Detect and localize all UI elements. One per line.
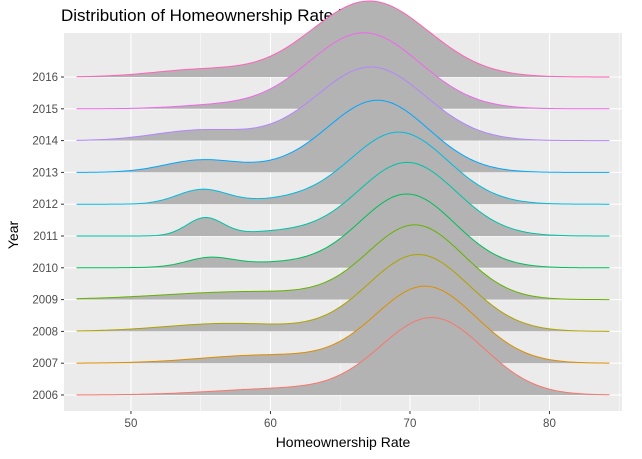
ridge-2014 (76, 66, 610, 142)
y-tick-label: 2011 (33, 231, 58, 243)
ridge-line-2007 (76, 285, 610, 364)
x-axis-title: Homeownership Rate (275, 434, 411, 450)
y-tick-label: 2015 (32, 104, 58, 116)
ridge-fill-2015 (76, 32, 610, 109)
ridge-line-2010 (76, 193, 610, 269)
y-axis-title: Year (5, 220, 21, 250)
y-tick-label: 2007 (32, 358, 58, 370)
y-tick-label: 2008 (32, 326, 58, 338)
ridge-line-2016 (76, 0, 610, 78)
y-tick-label: 2010 (32, 263, 58, 275)
ridge-2011 (76, 161, 610, 237)
ridge-fill-2009 (76, 224, 610, 300)
y-tick-label: 2006 (32, 390, 58, 402)
ridges (76, 0, 610, 396)
ridge-line-2006 (76, 317, 610, 396)
x-tick-label: 70 (404, 418, 417, 430)
ridge-line-2014 (76, 66, 610, 142)
y-tick-label: 2016 (32, 72, 58, 84)
ridge-fill-2011 (76, 162, 610, 236)
y-tick-label: 2012 (32, 199, 58, 211)
ridge-line-2009 (76, 224, 610, 301)
ridge-2006 (76, 317, 610, 396)
ridge-fill-2012 (76, 132, 610, 205)
ridge-line-2013 (76, 99, 610, 173)
chart-title: Distribution of Homeownership Rate by Ye… (61, 6, 395, 25)
ridge-fill-2006 (76, 317, 610, 395)
y-tick-label: 2013 (32, 167, 58, 179)
ridge-2013 (76, 99, 610, 173)
x-tick-label: 80 (543, 418, 556, 430)
ridge-fill-2008 (76, 254, 610, 332)
ridge-2015 (76, 32, 610, 110)
x-tick-label: 60 (264, 418, 277, 430)
ridge-2010 (76, 193, 610, 269)
axes: 2006 2007 2008 2009 2010 2011 2012 2013 2014 2015… (32, 72, 555, 430)
x-tick-label: 50 (125, 418, 138, 430)
ridge-2008 (76, 254, 610, 332)
y-tick-label: 2014 (32, 136, 58, 148)
ridge-line-2012 (76, 131, 610, 205)
ridge-line-2008 (76, 254, 610, 332)
ridge-2012 (76, 131, 610, 205)
ridge-line-2011 (76, 161, 610, 237)
ridge-2009 (76, 224, 610, 301)
ridge-fill-2013 (76, 100, 610, 173)
ridge-line-2015 (76, 32, 610, 110)
ridge-fill-2014 (76, 67, 610, 141)
y-tick-label: 2009 (32, 295, 58, 307)
ridge-fill-2010 (76, 193, 610, 268)
